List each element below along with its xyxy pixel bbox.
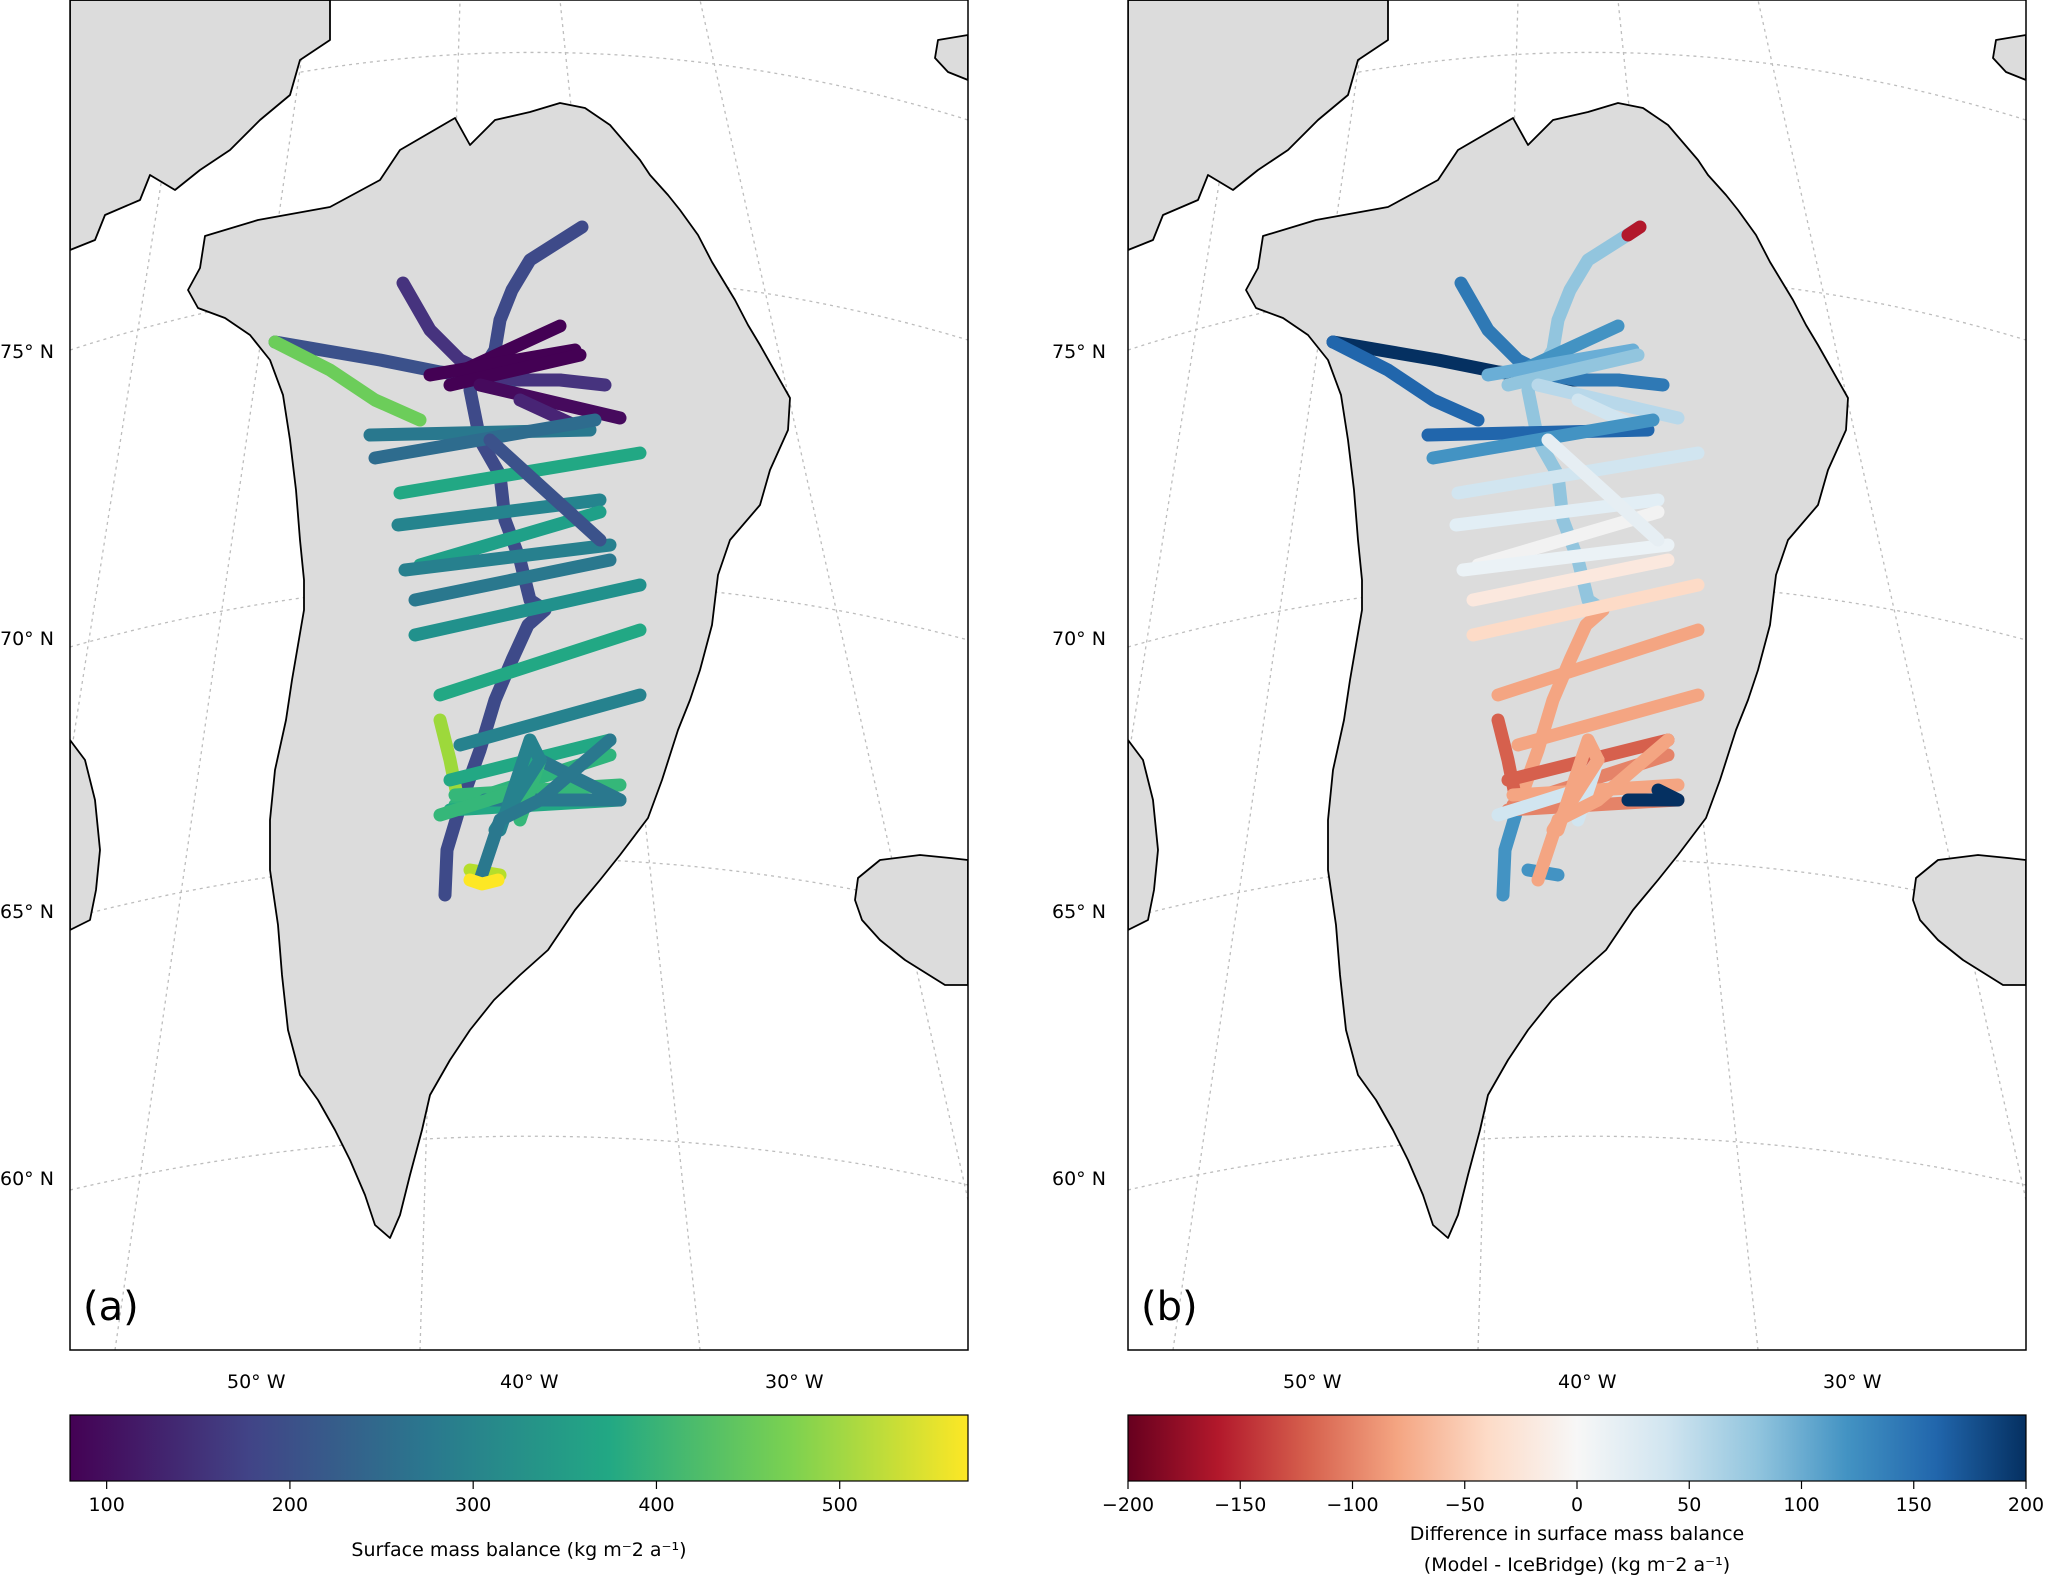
track-a-stripe-7 [408,553,617,607]
colorbar-b-tick-label-4: 0 [1571,1494,1583,1516]
lat-label-70-b: 70° N [1052,628,1106,650]
ne-land-b [1992,34,2026,81]
colorbar-a-ticks: 100 200 300 400 500 [89,1481,858,1516]
track-b-ne-3 [1501,348,1645,392]
colorbar-a-tick-label-2: 300 [455,1494,491,1516]
ne-land-a [934,34,968,81]
map-frame-b [1127,0,2027,1351]
track-a-south-12 [473,733,617,887]
track-b-south-10 [1546,733,1605,837]
track-a-south-3 [433,713,465,807]
lat-label-75-a: 75° N [0,341,54,363]
track-b-main-spine [1521,220,1647,617]
lat-labels-a: 75° N 70° N 65° N 60° N [0,341,54,1190]
panel-letter-b: (b) [1141,1284,1198,1330]
track-a-south-1 [433,623,647,702]
ellesmere-island-a [70,0,331,251]
colorbar-b-tick-label-1: −150 [1214,1494,1266,1516]
ellesmere-island-b [1128,0,1389,251]
track-b-south-12 [1531,733,1675,887]
lon-label-40-b: 40° W [1558,1371,1617,1393]
track-b-stripe-7 [1466,553,1675,607]
track-b-south-2 [1511,688,1705,752]
flight-tracks-a [268,220,647,902]
colorbar-b-bar [1127,1414,2027,1482]
colorbar-b-tick-label-8: 200 [2008,1494,2044,1516]
track-b-south-8 [1621,783,1685,807]
colorbar-a-tick-label-0: 100 [89,1494,125,1516]
track-a-stripe-6 [398,538,617,577]
colorbar-a-bar [69,1414,969,1482]
colorbar-b: −200 −150 −100 −50 0 50 100 150 200 Difference i… [1102,1414,2044,1576]
colorbar-b-tick-label-5: 50 [1677,1494,1701,1516]
colorbar-b-label-line1: Difference in surface mass balance [1410,1523,1744,1545]
lat-label-65-a: 65° N [0,901,54,923]
track-b-south-1 [1491,623,1705,702]
track-b-stripe-8 [1466,578,1705,642]
track-b-south-3 [1491,713,1523,807]
lat-label-60-b: 60° N [1052,1168,1106,1190]
lat-labels-b: 75° N 70° N 65° N 60° N [1052,341,1106,1190]
iceland-b [1912,854,2026,986]
colorbar-b-tick-label-0: −200 [1102,1494,1154,1516]
flight-tracks-b [1326,220,1705,902]
map-panel-b: (b) 75° N 70° N 65° N 60° N 50° W 40° W … [1052,0,2044,1576]
track-a-ne-4 [473,378,627,425]
colorbar-b-tick-label-2: −100 [1326,1494,1378,1516]
colorbar-a-tick-label-4: 500 [822,1494,858,1516]
map-frame-a [69,0,969,1351]
track-a-west-2 [268,335,427,427]
greenland-a [187,102,791,1239]
greenland-b [1245,102,1849,1239]
track-a-ne-2 [423,343,582,382]
colorbar-a: 100 200 300 400 500 Surface mass balance (kg… [69,1414,969,1561]
baffin-island-a [70,739,101,931]
lon-label-40-a: 40° W [500,1371,559,1393]
lat-label-65-b: 65° N [1052,901,1106,923]
lon-label-30-b: 30° W [1823,1371,1882,1393]
track-a-stripe-8 [408,578,647,642]
track-a-cross [483,433,607,547]
lon-label-50-a: 50° W [227,1371,286,1393]
track-a-ne-tip [463,873,505,891]
colorbar-b-tick-label-3: −50 [1445,1494,1485,1516]
iceland-a [854,854,968,986]
lat-label-70-a: 70° N [0,628,54,650]
track-b-cross [1541,433,1665,547]
colorbar-b-label-line2: (Model - IceBridge) (kg m⁻2 a⁻¹) [1424,1554,1730,1576]
colorbar-a-tick-label-3: 400 [638,1494,674,1516]
lat-label-60-a: 60° N [0,1168,54,1190]
lon-labels-b: 50° W 40° W 30° W [1283,1371,1882,1393]
panel-letter-a: (a) [83,1284,139,1330]
track-a-south-2 [453,688,647,752]
colorbar-a-label: Surface mass balance (kg m⁻2 a⁻¹) [351,1539,686,1561]
colorbar-a-tick-label-1: 200 [272,1494,308,1516]
map-panel-a: (a) 75° N 70° N 65° N 60° N 50° W 40° W … [0,0,969,1561]
lon-label-30-a: 30° W [765,1371,824,1393]
track-b-ne-4 [1531,378,1685,425]
track-b-south-6 [1506,778,1685,802]
colorbar-b-ticks: −200 −150 −100 −50 0 50 100 150 200 [1102,1481,2044,1516]
track-b-main-spine-3 [1496,793,1527,902]
track-a-south-10 [488,733,547,837]
track-b-ne-tip [1621,220,1647,242]
baffin-island-b [1128,739,1159,931]
colorbar-b-tick-label-6: 100 [1783,1494,1819,1516]
lon-labels-a: 50° W 40° W 30° W [227,1371,824,1393]
track-b-stripe-6 [1456,538,1675,577]
track-b-west-2 [1326,335,1485,427]
lat-label-75-b: 75° N [1052,341,1106,363]
colorbar-b-tick-label-7: 150 [1896,1494,1932,1516]
track-a-ne-3 [443,348,587,392]
track-b-ne-2 [1481,343,1640,382]
lon-label-50-b: 50° W [1283,1371,1342,1393]
